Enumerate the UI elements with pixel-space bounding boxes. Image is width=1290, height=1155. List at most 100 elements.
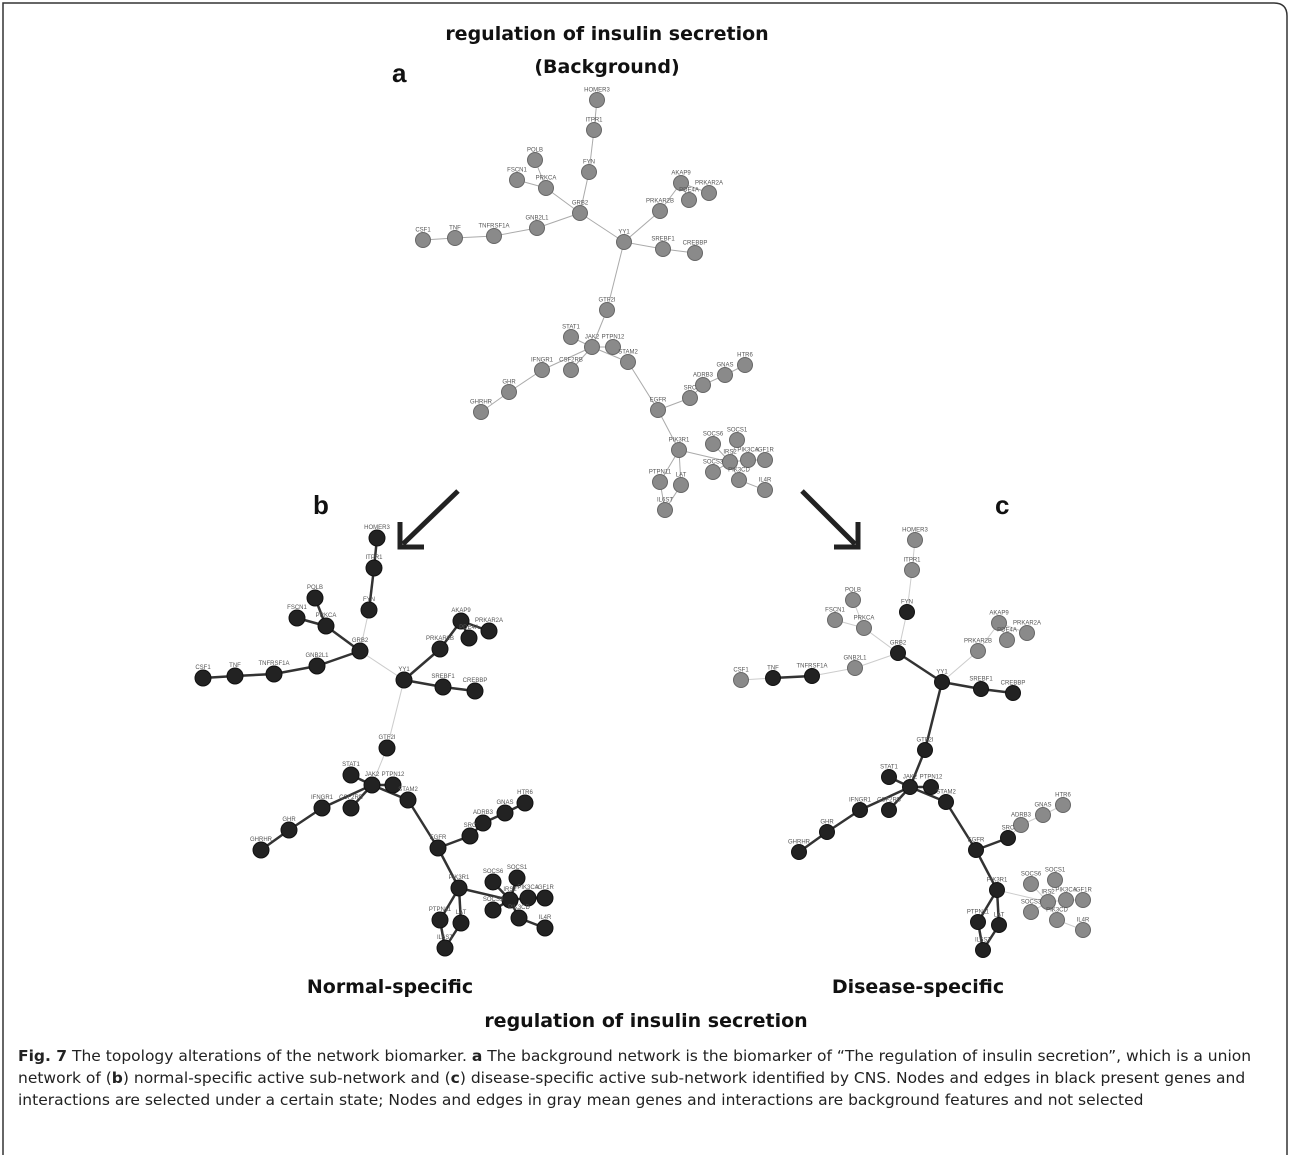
node-label: IRS2 <box>1041 890 1055 896</box>
node-label: EGFR <box>650 398 667 404</box>
panel-label: a <box>392 58 407 88</box>
node <box>791 844 807 860</box>
node <box>265 665 283 683</box>
node <box>652 474 668 490</box>
node-label: HOMER3 <box>584 88 610 94</box>
edge <box>386 679 405 749</box>
node-label: HOMER3 <box>902 528 928 534</box>
edge <box>944 801 978 851</box>
node <box>480 622 498 640</box>
panel-title: Disease-specific <box>832 976 1004 998</box>
node <box>731 472 747 488</box>
node-label: CSF2RB <box>559 358 583 364</box>
node <box>765 670 781 686</box>
node <box>484 873 502 891</box>
node <box>682 390 698 406</box>
node-label: IFNGR1 <box>849 798 872 804</box>
node <box>705 464 721 480</box>
caption-text: The topology alterations of the network … <box>67 1047 472 1065</box>
node <box>461 827 479 845</box>
node <box>452 914 470 932</box>
node <box>572 205 588 221</box>
node <box>395 671 413 689</box>
caption-ref: a <box>471 1047 483 1065</box>
node-label: GNAS <box>496 800 513 806</box>
node <box>226 667 244 685</box>
node <box>655 241 671 257</box>
node-label: POLB <box>307 585 323 591</box>
node <box>991 615 1007 631</box>
node-label: PTPN12 <box>602 335 625 341</box>
node-label: POLB <box>527 148 543 154</box>
node-label: STAM2 <box>398 787 418 793</box>
node-label: PIK3CD <box>728 468 750 474</box>
node-label: EGFR <box>968 838 985 844</box>
edge <box>579 212 625 243</box>
node-label: PRKAR2B <box>646 199 674 205</box>
node-label: ITPR1 <box>585 118 603 124</box>
node <box>536 919 554 937</box>
node <box>695 377 711 393</box>
node-label: PRKCA <box>536 176 557 182</box>
node-label: HTR6 <box>1055 793 1071 799</box>
node-label: PDE4A <box>459 625 479 631</box>
node <box>486 228 502 244</box>
node-label: GNAS <box>1034 803 1051 809</box>
node <box>452 612 470 630</box>
node <box>342 766 360 784</box>
node <box>673 175 689 191</box>
node <box>519 889 537 907</box>
node <box>729 432 745 448</box>
node <box>804 668 820 684</box>
node-label: CSF1 <box>195 665 211 671</box>
node <box>360 601 378 619</box>
node <box>605 339 621 355</box>
node-label: POLB <box>845 588 861 594</box>
node-label: TNF <box>449 226 461 232</box>
node-label: ADRB3 <box>473 810 494 816</box>
node <box>313 799 331 817</box>
figure-title: regulation of insulin secretion <box>445 23 768 45</box>
node <box>737 357 753 373</box>
node <box>589 92 605 108</box>
node <box>681 192 697 208</box>
node-label: IL6ST <box>975 938 991 944</box>
node <box>527 152 543 168</box>
node <box>501 891 519 909</box>
node-label: PIK3CA <box>737 448 758 454</box>
node-label: ADRB3 <box>1011 813 1032 819</box>
node-label: PIK3CD <box>1046 908 1068 914</box>
node-label: SOCS1 <box>507 865 528 871</box>
node <box>991 917 1007 933</box>
node-label: PIK3CD <box>508 905 530 911</box>
node <box>989 882 1005 898</box>
node-label: TNFRSF1A <box>478 224 509 230</box>
edge <box>897 651 943 684</box>
node <box>705 436 721 452</box>
edge <box>321 783 373 810</box>
node-label: SOCS3 <box>1021 900 1042 906</box>
node-label: JAK2 <box>585 335 600 341</box>
node <box>757 482 773 498</box>
node <box>975 942 991 958</box>
node-label: IGF1R <box>756 448 774 454</box>
node-label: HOMER3 <box>364 525 390 531</box>
node <box>970 914 986 930</box>
node-label: GHRHR <box>470 400 493 406</box>
arrow-left <box>397 489 460 550</box>
node <box>881 802 897 818</box>
node-label: PIK3CA <box>517 885 538 891</box>
node-label: STAM2 <box>936 790 956 796</box>
node-label: IL4R <box>539 915 552 921</box>
node <box>923 779 939 795</box>
node-label: LAT <box>994 913 1005 919</box>
node <box>845 592 861 608</box>
node <box>538 180 554 196</box>
node <box>510 909 528 927</box>
node <box>474 814 492 832</box>
node <box>1049 912 1065 928</box>
node-label: PTPN12 <box>920 775 943 781</box>
node <box>308 657 326 675</box>
